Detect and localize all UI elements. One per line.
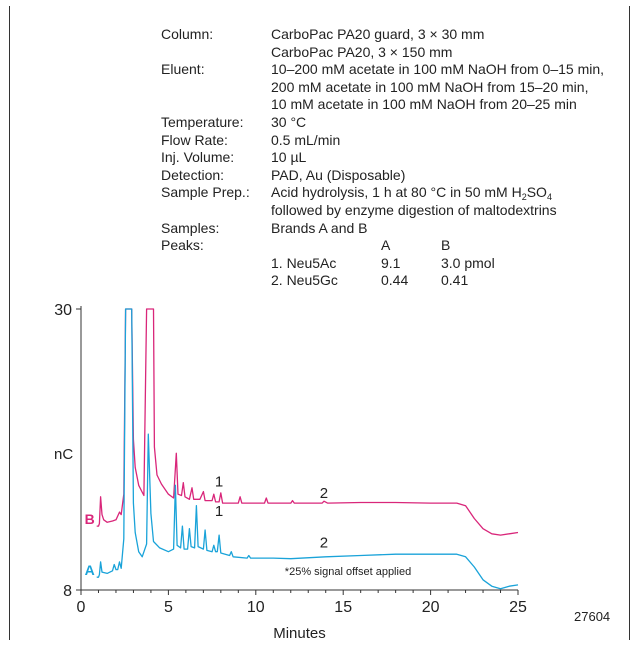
condition-value: PAD, Au (Disposable)	[271, 166, 406, 183]
peak-row: 2. Neu5Gc 0.44 0.41	[161, 272, 604, 290]
peak-value-b: 3.0 pmol	[441, 254, 495, 271]
sample-prep-text: SO	[526, 184, 547, 201]
condition-inj-volume: Inj. Volume: 10 µL	[161, 149, 604, 167]
condition-label: Peaks:	[161, 237, 204, 254]
condition-column: Column: CarboPac PA20 guard, 3 × 30 mm C…	[161, 26, 604, 61]
condition-value: followed by enzyme digestion of maltodex…	[271, 201, 557, 218]
condition-label: Flow Rate:	[161, 131, 228, 148]
x-tick-label: 0	[77, 599, 86, 616]
condition-value: 200 mM acetate in 100 mM NaOH from 15–20…	[271, 78, 589, 95]
trace-a	[96, 308, 519, 590]
condition-value: Brands A and B	[271, 219, 368, 236]
peak-name: 1. Neu5Ac	[271, 254, 337, 271]
x-tick-label: 20	[422, 599, 440, 616]
peaks-col-b: B	[441, 237, 451, 254]
peak-name: 2. Neu5Gc	[271, 272, 338, 289]
condition-label: Inj. Volume:	[161, 149, 235, 166]
condition-label: Column:	[161, 26, 214, 42]
condition-value: 10 µL	[271, 149, 307, 166]
subscript: 2	[521, 192, 527, 203]
peak-label: 2	[320, 535, 328, 552]
condition-temperature: Temperature: 30 °C	[161, 114, 604, 132]
condition-detection: Detection: PAD, Au (Disposable)	[161, 167, 604, 185]
condition-sample-prep: Sample Prep.: Acid hydrolysis, 1 h at 80…	[161, 184, 604, 219]
condition-value: 10–200 mM acetate in 100 mM NaOH from 0–…	[271, 61, 605, 78]
peak-value-b: 0.41	[441, 272, 469, 289]
offset-note: *25% signal offset applied	[285, 566, 411, 578]
condition-value: 0.5 mL/min	[271, 131, 341, 148]
catalog-number: 27604	[574, 609, 611, 624]
peak-label: 2	[320, 485, 328, 502]
trace-b	[96, 308, 519, 536]
condition-value: CarboPac PA20, 3 × 150 mm	[271, 43, 453, 60]
trace-label-a: A	[85, 562, 95, 578]
x-tick-label: 25	[509, 599, 527, 616]
peak-value-a: 9.1	[381, 254, 401, 271]
condition-label: Sample Prep.:	[161, 184, 250, 201]
condition-value: Acid hydrolysis, 1 h at 80 °C in 50 mM H…	[271, 184, 557, 202]
condition-samples: Samples: Brands A and B	[161, 220, 604, 238]
condition-value: 30 °C	[271, 113, 307, 130]
peak-label: 1	[215, 503, 223, 520]
condition-flow-rate: Flow Rate: 0.5 mL/min	[161, 132, 604, 150]
condition-value: CarboPac PA20 guard, 3 × 30 mm	[271, 26, 485, 42]
peaks-col-a: A	[381, 237, 391, 254]
condition-value: 10 mM acetate in 100 mM NaOH from 20–25 …	[271, 96, 577, 113]
condition-label: Temperature:	[161, 113, 244, 130]
x-axis-label: Minutes	[273, 625, 326, 642]
condition-label: Detection:	[161, 166, 225, 183]
peak-row: 1. Neu5Ac 9.1 3.0 pmol	[161, 255, 604, 273]
peaks-header: Peaks: A B	[161, 237, 604, 255]
condition-label: Samples:	[161, 219, 220, 236]
x-tick-label: 10	[247, 599, 265, 616]
sample-prep-text: Acid hydrolysis, 1 h at 80 °C in 50 mM H	[271, 184, 522, 201]
conditions-block: Column: CarboPac PA20 guard, 3 × 30 mm C…	[161, 26, 604, 290]
condition-eluent: Eluent: 10–200 mM acetate in 100 mM NaOH…	[161, 61, 604, 114]
x-tick-label: 5	[164, 599, 173, 616]
y-tick-label: 30	[54, 302, 72, 319]
trace-label-b: B	[85, 511, 95, 527]
y-tick-label: 8	[63, 583, 72, 600]
peak-value-a: 0.44	[381, 272, 409, 289]
condition-label: Eluent:	[161, 61, 205, 78]
figure-frame	[9, 6, 630, 640]
y-axis-label: nC	[54, 446, 73, 463]
peak-label: 1	[215, 473, 223, 490]
subscript: 4	[546, 192, 552, 203]
x-tick-label: 15	[334, 599, 352, 616]
